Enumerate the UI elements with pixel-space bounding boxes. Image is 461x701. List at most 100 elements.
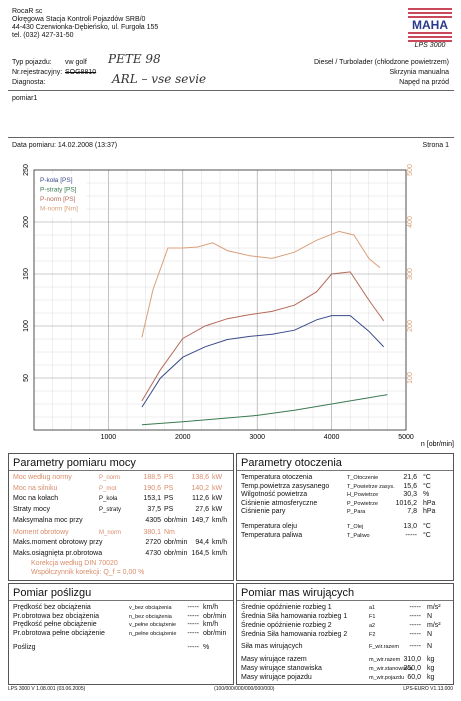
mass-value: -----: [409, 604, 421, 611]
footer: LPS 3000 V 1.08.001 (03.06.2005) (100/00…: [8, 686, 453, 692]
slip-symbol: v_bez obciążenia: [129, 605, 172, 611]
mass-label: Masy wirujące stanowiska: [241, 665, 322, 672]
env-value: 30,3: [403, 491, 417, 499]
env-unit: °C: [423, 474, 431, 481]
slip-label: Prędkość bez obciążenia: [13, 604, 91, 611]
env-unit: hPa: [423, 508, 436, 516]
env-unit: °C: [423, 531, 431, 539]
mass-box: Pomiar mas wirujących Średnie opóźnienie…: [236, 583, 454, 685]
env-unit: hPa: [423, 499, 436, 507]
handwritten-diagnosis: ARL – vse sevie: [112, 72, 207, 86]
env-value: 7,8: [407, 508, 417, 516]
slip-symbol: n_bez obciążenia: [129, 613, 172, 620]
slip-label: Prędkość pełne obciążenie: [13, 621, 97, 629]
param-unit-2: kW: [212, 505, 223, 513]
param-value-2: 27,6: [195, 505, 209, 513]
mass-label: Średnie opóźnienie rozbieg 1: [241, 604, 332, 611]
slip-unit: obr/min: [203, 612, 227, 620]
handwritten-name: PETE 98: [108, 52, 161, 66]
env-label: Wilgotność powietrza: [241, 491, 308, 499]
env-label: Temp.powietrza zasysanego: [241, 482, 330, 490]
param-unit: obr/min: [164, 549, 188, 557]
param-value: 188,5: [143, 474, 161, 481]
company-block: RocaR sc Okręgowa Stacja Kontroli Pojazd…: [12, 8, 158, 40]
slip-symbol: v_pełne obciążenie: [129, 622, 177, 629]
mass-value: 250,0: [403, 665, 421, 672]
param-unit: Nm: [164, 528, 175, 536]
slip-unit: obr/min: [203, 629, 227, 637]
env-label: Ciśnienie pary: [241, 508, 286, 516]
slip-value: -----: [187, 621, 199, 629]
slip-symbol: n_pełne obciążenie: [129, 630, 177, 637]
environment-title: Parametry otoczenia: [241, 457, 342, 469]
param-value: 37,5: [147, 505, 161, 513]
drive-info: Napęd na przód: [399, 79, 449, 86]
company-line: Okręgowa Stacja Kontroli Pojazdów SRB/0: [12, 16, 146, 23]
mass-unit: kg: [427, 665, 435, 672]
x-tick-label: 1000: [101, 434, 117, 441]
env-label: Temperatura paliwa: [241, 531, 303, 539]
env-value: 21,6: [403, 474, 417, 481]
y-tick-label-left: 250: [23, 164, 30, 176]
slip-title: Pomiar poślizgu: [13, 587, 92, 599]
y-tick-label-right: 100: [407, 372, 414, 384]
x-tick-label: 2000: [175, 434, 191, 441]
mass-unit: kg: [427, 674, 435, 681]
param-unit-2: km/h: [212, 517, 228, 524]
measurement-title: pomiar1: [12, 95, 38, 102]
param-symbol: P_mot: [99, 485, 117, 492]
divider: [8, 137, 454, 138]
mass-value: -----: [409, 613, 421, 620]
env-unit: °C: [423, 523, 431, 530]
env-symbol: P_Para: [347, 509, 366, 516]
param-unit-2: kW: [212, 484, 223, 492]
env-label: Ciśnienie atmosferyczne: [241, 499, 318, 507]
param-unit: PS: [164, 474, 174, 481]
param-value: 190,6: [143, 484, 161, 492]
company-phone: tel. (032) 427-31-50: [12, 32, 74, 39]
env-symbol: T_Olej: [347, 524, 364, 530]
y-tick-label-right: 200: [407, 320, 414, 332]
param-label: Maks.moment obrotowy przy: [13, 539, 103, 546]
env-value: 15,6: [403, 482, 417, 490]
env-symbol: T_Paliwo: [347, 532, 370, 539]
mass-label: Średnia Siła hamowania rozbieg 2: [241, 631, 348, 638]
param-value: 380,1: [143, 528, 161, 536]
vehicle-type-value: vw golf: [65, 59, 87, 66]
env-symbol: T_Powietrze zasys.: [347, 483, 395, 490]
slip-value: -----: [187, 644, 199, 652]
footer-version: LPS 3000 V 1.08.001 (03.06.2005): [8, 686, 86, 692]
mass-unit: m/s²: [427, 622, 441, 629]
mass-symbol: F_wir.razem: [369, 644, 399, 650]
reg-value: SOG8810: [65, 69, 97, 76]
y-tick-label-left: 150: [23, 268, 30, 280]
env-label: Temperatura otoczenia: [241, 474, 313, 481]
mass-unit: N: [427, 613, 433, 620]
param-unit: PS: [164, 495, 174, 502]
legend-entry: M-norm [Nm]: [40, 206, 78, 213]
mass-label: Masy wirujące razem: [241, 656, 307, 663]
mass-label: Średnie opóźnienie rozbieg 2: [241, 622, 332, 629]
param-label: Moc według normy: [13, 474, 72, 481]
mass-value: -----: [409, 622, 421, 629]
company-name: RocaR sc: [12, 8, 43, 15]
param-label: Maksymalna moc przy: [13, 517, 83, 524]
param-unit-2: kW: [212, 474, 223, 481]
maha-logo: MAHA LPS 3000: [408, 8, 452, 52]
series-line: [141, 394, 388, 426]
measurement-date: Data pomiaru: 14.02.2008 (13:37): [12, 142, 118, 149]
slip-unit: km/h: [203, 604, 219, 611]
env-unit: %: [423, 491, 430, 499]
param-symbol: P_straty: [99, 506, 122, 513]
mass-symbol: F2: [369, 632, 376, 638]
mass-value: -----: [409, 643, 421, 650]
vehicle-type-label: Typ pojazdu:: [12, 59, 52, 66]
page-number: Strona 1: [422, 142, 449, 149]
env-value: -----: [405, 531, 417, 539]
slip-label: Poślizg: [13, 644, 36, 652]
slip-value: -----: [187, 612, 199, 620]
param-value-2: 94,4: [195, 539, 209, 546]
mass-symbol: F1: [369, 614, 376, 620]
param-value: 4730: [145, 549, 161, 557]
param-unit: obr/min: [164, 517, 188, 524]
